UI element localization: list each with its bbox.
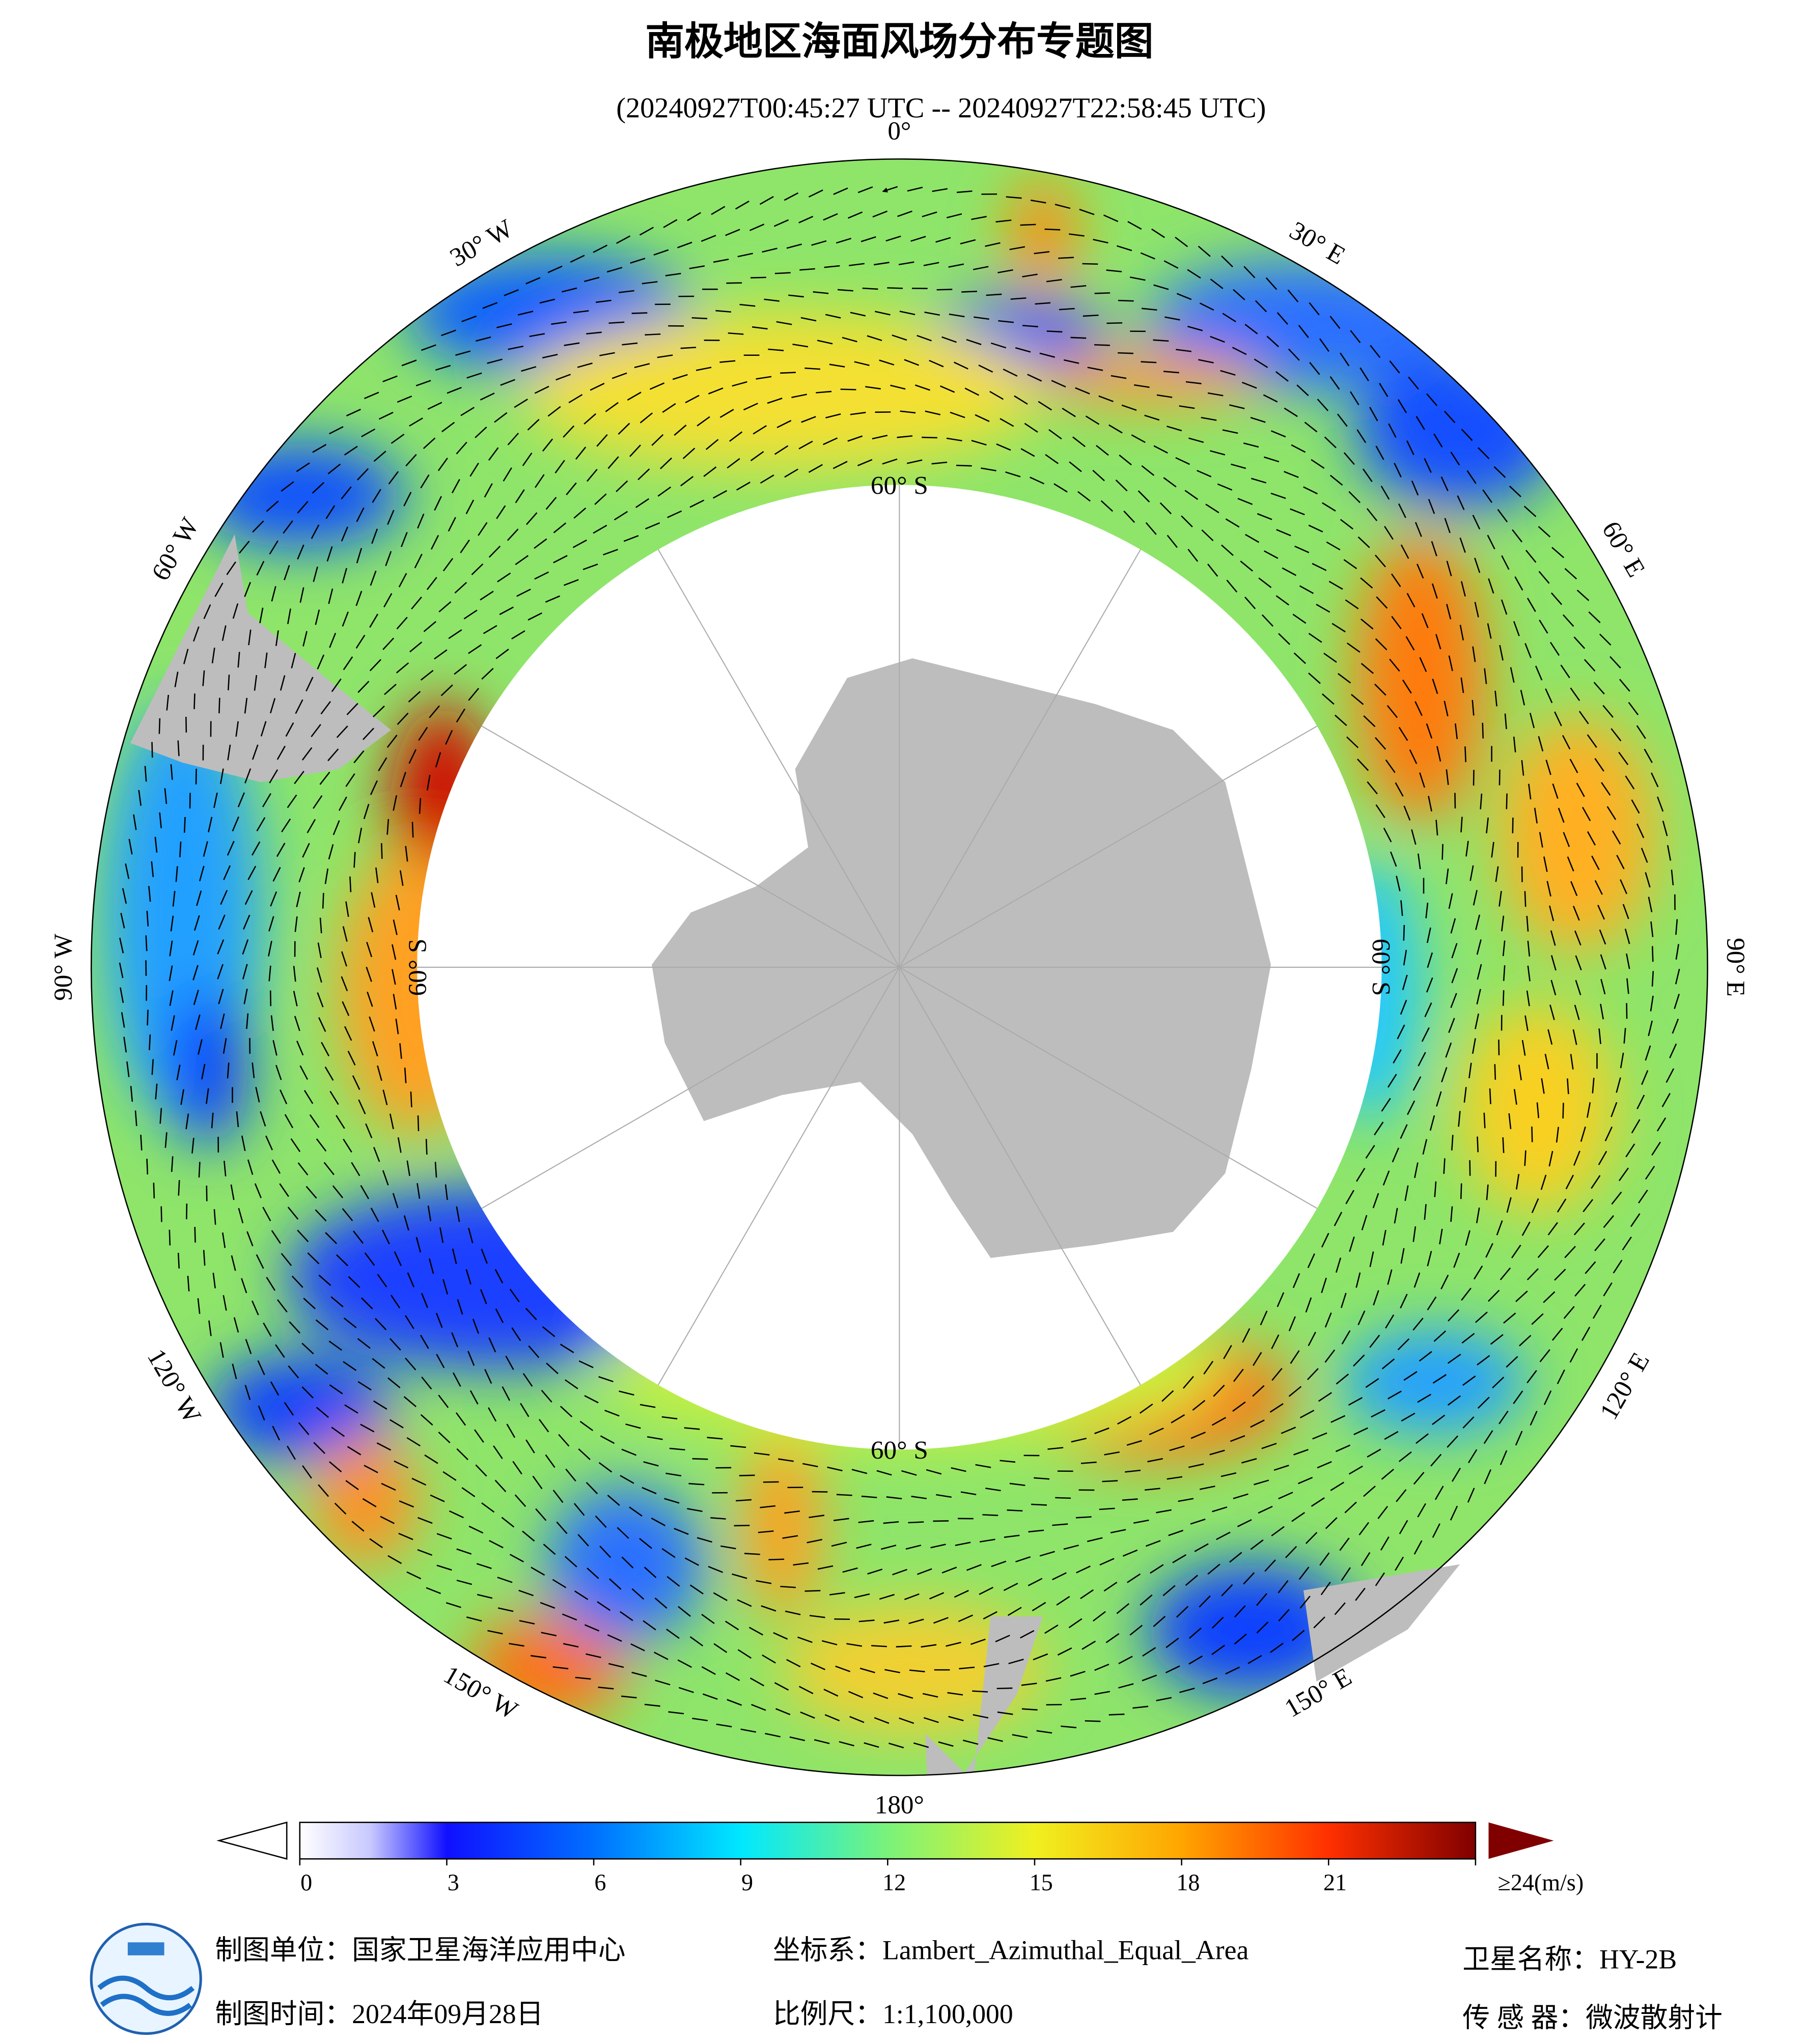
south-america [130,534,391,782]
graticule [417,485,1382,1450]
sensor: 传 感 器：微波散射计 [1462,2003,1723,2033]
meridian [899,725,1318,968]
meridian [481,725,900,968]
longitude-label: 90° W [49,933,78,1001]
meridian [481,967,900,1209]
wind-arrows [119,186,1680,1749]
satellite-name: 卫星名称：HY-2B [1462,1944,1677,1974]
logo [90,1922,202,2035]
colorbar-tick-label: ≥24(m/s) [1498,1869,1584,1895]
colorbar-tick-label: 18 [1176,1869,1200,1895]
longitude-label: 180° [875,1790,924,1819]
meridian [899,549,1141,968]
colorbar-tick-label: 21 [1323,1869,1347,1895]
antarctica [651,658,1271,1258]
colorbar-tick-label: 15 [1030,1869,1053,1895]
map-scale: 比例尺：1:1,100,000 [773,1999,1013,2029]
latitude-label: 60° S [871,471,928,500]
colorbar-ticks: 0 3 6 9 12 15 18 21 ≥24(m/s) [299,1859,1584,1895]
meridian [899,967,1141,1385]
latitude-label: 60° S [1367,938,1396,996]
meridian [899,967,1318,1209]
meridian [657,549,900,968]
colorbar-under [216,1822,288,1860]
colorbar [299,1822,1477,1860]
latitude-label: 60° S [871,1436,928,1465]
latitude-label: 60° S [403,938,432,996]
new-zealand [925,1616,1043,1776]
colorbar-tick-label: 9 [741,1869,753,1895]
map-date: 制图时间：2024年09月28日 [215,1999,543,2029]
subtitle: (20240927T00:45:27 UTC -- 20240927T22:58… [616,92,1266,124]
latitude-labels: 60° S 60° S 60° S 60° S [403,471,1396,1465]
colorbar-tick-label: 6 [594,1869,606,1895]
colorbar-tick-label: 0 [300,1869,312,1895]
colorbar-over [1488,1822,1554,1859]
colorbar-tick-label: 12 [882,1869,906,1895]
longitude-label: 90° E [1721,938,1750,997]
colorbar-tick-label: 3 [448,1869,459,1895]
meridian [657,967,900,1385]
map-producer: 制图单位：国家卫星海洋应用中心 [215,1935,625,1966]
longitude-label: 0° [887,117,911,146]
map-border [90,158,1708,1776]
australia [1303,1564,1460,1682]
title: 南极地区海面风场分布专题图 [645,20,1153,64]
coordinate-system: 坐标系：Lambert_Azimuthal_Equal_Area [773,1935,1248,1966]
